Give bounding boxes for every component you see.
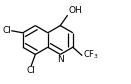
Text: CF$_3$: CF$_3$ (83, 49, 99, 61)
Text: N: N (57, 55, 64, 64)
Text: OH: OH (68, 6, 82, 15)
Text: Cl: Cl (27, 66, 36, 75)
Text: Cl: Cl (2, 26, 11, 35)
